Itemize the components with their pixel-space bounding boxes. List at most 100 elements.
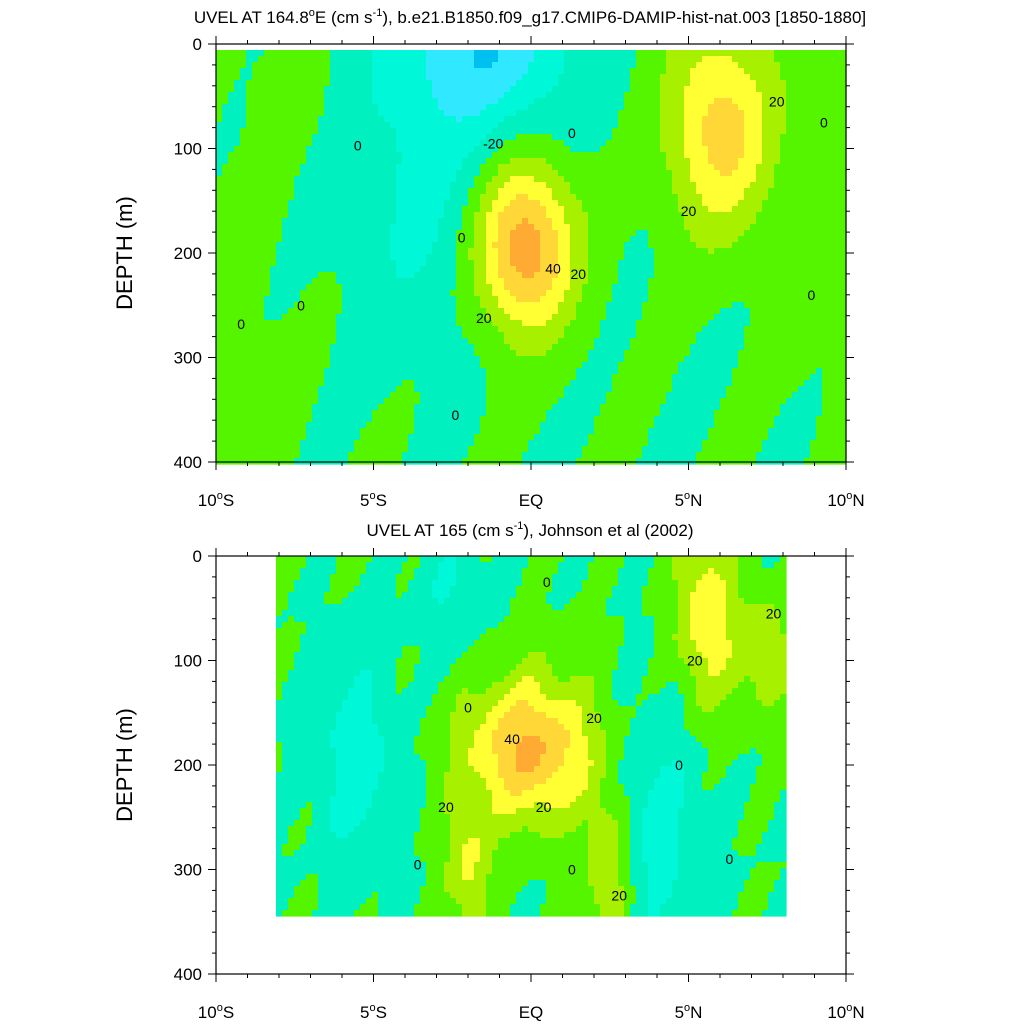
field-cell [432,392,439,399]
field-cell [366,386,373,393]
field-cell [486,140,493,147]
field-cell [324,134,331,141]
field-cell [306,362,313,369]
field-cell [228,386,235,393]
field-cell [630,452,637,459]
field-cell [372,266,379,273]
field-cell [366,380,373,387]
field-cell [258,140,265,147]
field-cell [516,272,523,279]
field-cell [540,140,547,147]
field-cell [636,314,643,321]
field-cell [486,56,493,63]
field-cell [330,200,337,207]
field-cell [630,314,637,321]
field-cell [594,380,601,387]
field-cell [492,164,499,171]
field-cell [228,236,235,243]
field-cell [258,194,265,201]
field-cell [486,350,493,357]
field-cell [570,152,577,159]
field-cell [558,194,565,201]
field-cell [528,398,535,405]
field-cell [378,92,385,99]
field-cell [486,284,493,291]
field-cell [312,92,319,99]
field-cell [300,278,307,285]
field-cell [480,380,487,387]
field-cell [396,284,403,291]
field-cell [528,260,535,267]
field-cell [252,140,259,147]
field-cell [552,452,559,459]
field-cell [636,290,643,297]
field-cell [354,248,361,255]
field-cell [450,98,457,105]
field-cell [558,206,565,213]
field-cell [606,146,613,153]
field-cell [564,338,571,345]
field-cell [228,218,235,225]
field-cell [624,380,631,387]
field-cell [282,212,289,219]
field-cell [252,302,259,309]
field-cell [228,224,235,231]
field-cell [456,104,463,111]
field-cell [534,350,541,357]
field-cell [642,458,649,465]
field-cell [336,74,343,81]
field-cell [378,440,385,447]
field-cell [492,200,499,207]
field-cell [276,152,283,159]
field-cell [378,128,385,135]
field-cell [222,398,229,405]
field-cell [330,218,337,225]
field-cell [300,224,307,231]
field-cell [360,176,367,183]
field-cell [438,278,445,285]
field-cell [282,152,289,159]
field-cell [312,230,319,237]
field-cell [504,404,511,411]
field-cell [258,320,265,327]
field-cell [378,218,385,225]
field-cell [264,452,271,459]
field-cell [480,56,487,63]
field-cell [474,182,481,189]
field-cell [384,314,391,321]
field-cell [618,104,625,111]
field-cell [342,266,349,273]
field-cell [630,194,637,201]
field-cell [570,188,577,195]
field-cell [492,290,499,297]
field-cell [432,128,439,135]
field-cell [312,158,319,165]
field-cell [432,206,439,213]
field-cell [594,50,601,57]
field-cell [534,332,541,339]
field-cell [588,326,595,333]
field-cell [378,68,385,75]
field-cell [390,416,397,423]
field-cell [348,122,355,129]
field-cell [474,62,481,69]
field-cell [498,338,505,345]
field-cell [330,68,337,75]
field-cell [576,428,583,435]
field-cell [456,254,463,261]
field-cell [348,362,355,369]
field-cell [324,410,331,417]
field-cell [618,254,625,261]
field-cell [582,446,589,453]
field-cell [426,212,433,219]
field-cell [438,242,445,249]
field-cell [420,416,427,423]
field-cell [630,386,637,393]
field-cell [642,284,649,291]
field-cell [318,368,325,375]
field-cell [528,410,535,417]
field-cell [618,56,625,63]
field-cell [420,50,427,57]
field-cell [240,212,247,219]
field-cell [384,458,391,465]
